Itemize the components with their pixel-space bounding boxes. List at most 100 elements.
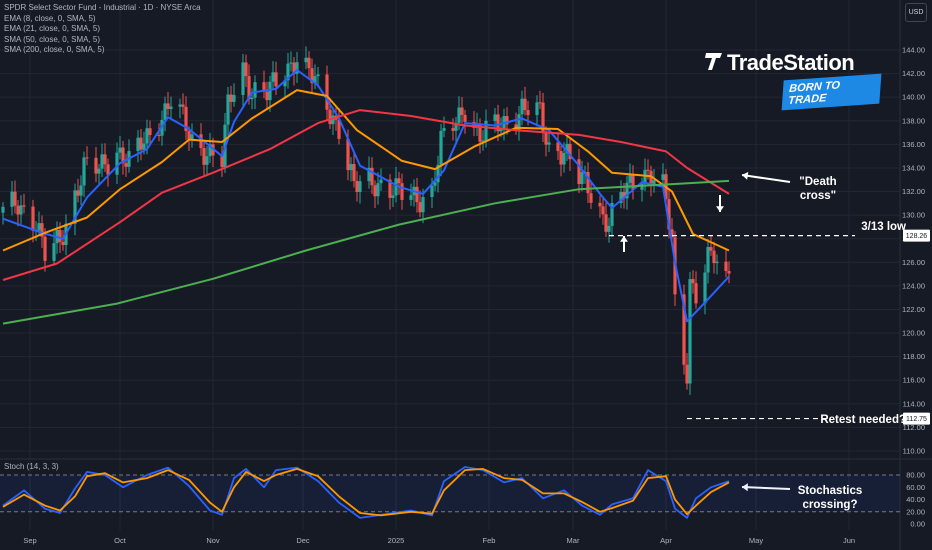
candle-body	[688, 279, 692, 384]
candle-body	[685, 364, 689, 384]
legend-ema8: EMA (8, close, 0, SMA, 5)	[4, 13, 96, 23]
y-tick-label: 140.00	[902, 93, 925, 102]
candle-body	[142, 143, 146, 150]
candle-body	[619, 192, 623, 203]
candle-body	[166, 103, 170, 110]
candle-body	[121, 147, 125, 164]
candle-body	[691, 279, 695, 284]
x-tick-label: Apr	[660, 536, 672, 545]
candle-body	[484, 120, 488, 141]
candle-body	[388, 179, 392, 198]
candle-body	[220, 155, 224, 167]
candle-body	[565, 143, 569, 154]
candle-body	[289, 62, 293, 64]
ma-line-sma-200	[2, 179, 730, 325]
candle-body	[76, 190, 80, 196]
candle-body	[544, 132, 548, 145]
candle-body	[709, 246, 713, 251]
candle-body	[556, 142, 560, 152]
candle-body	[106, 164, 110, 175]
candle-body	[244, 62, 248, 77]
candle-body	[706, 246, 710, 273]
candle-body	[460, 107, 464, 115]
candle-body	[307, 57, 311, 69]
candle-body	[118, 147, 122, 153]
candle-body	[97, 168, 101, 174]
candle-body	[310, 68, 314, 84]
candle-body	[652, 179, 656, 185]
candle-body	[622, 192, 626, 199]
candle-body	[472, 121, 476, 128]
candle-body	[604, 214, 608, 232]
candle-body	[1, 206, 5, 213]
candle-body	[94, 157, 98, 174]
price-tag	[903, 229, 930, 242]
candle-body	[478, 123, 482, 142]
candle-body	[241, 62, 245, 96]
candle-body	[184, 106, 188, 132]
candle-body	[607, 225, 611, 232]
legend-ema21: EMA (21, close, 0, SMA, 5)	[4, 24, 101, 33]
candle-body	[598, 202, 602, 207]
candle-body	[265, 91, 269, 101]
candle-body	[202, 148, 206, 165]
y-tick-label: 116.00	[903, 376, 925, 385]
candle-body	[451, 128, 455, 131]
candle-body	[418, 202, 422, 213]
candle-body	[541, 102, 545, 133]
y-tick-label: 136.00	[902, 140, 925, 149]
candle-body	[523, 98, 527, 111]
x-tick-label: Jun	[843, 536, 855, 545]
y-tick-label: 110.00	[903, 447, 925, 456]
currency-button[interactable]: USD	[905, 3, 927, 22]
candle-body	[454, 122, 458, 131]
candle-body	[667, 199, 671, 230]
candle-body	[124, 163, 128, 167]
y-tick-label: 132.00	[902, 187, 925, 196]
candle-body	[274, 72, 278, 87]
y-tick-label: 130.00	[902, 211, 925, 220]
candle-body	[727, 271, 731, 274]
candle-body	[181, 104, 185, 107]
candle-body	[139, 137, 143, 150]
candle-body	[442, 128, 446, 131]
candle-body	[394, 178, 398, 196]
candle-body	[421, 197, 425, 213]
candle-body	[349, 164, 353, 171]
candle-body	[232, 95, 236, 102]
stoch-tick-label: 80.00	[906, 471, 925, 480]
candle-body	[355, 181, 359, 192]
candle-body	[367, 167, 371, 182]
candle-body	[457, 107, 461, 123]
candle-body	[103, 154, 107, 165]
candle-body	[631, 175, 635, 190]
candle-body	[559, 151, 563, 165]
candle-body	[436, 164, 440, 183]
candle-body	[346, 138, 350, 171]
candle-body	[373, 185, 377, 197]
candle-body	[568, 143, 572, 160]
candle-body	[535, 102, 539, 116]
candle-body	[463, 114, 467, 122]
candle-body	[493, 114, 497, 121]
brand-name: TradeStation	[727, 50, 855, 75]
y-tick-label: 124.00	[902, 281, 925, 290]
candle-body	[313, 76, 317, 84]
price-tag	[903, 412, 930, 425]
candle-body	[208, 144, 212, 157]
candle-body	[190, 134, 194, 140]
candle-body	[295, 62, 299, 74]
candle-body	[250, 97, 254, 100]
candle-body	[526, 110, 530, 116]
candle-body	[415, 186, 419, 203]
candle-body	[337, 119, 341, 139]
death-cross-annotation: "Death cross"	[799, 176, 837, 202]
y-tick-label: 112.00	[903, 423, 925, 432]
price-tag-label: 128.26	[906, 233, 928, 240]
candle-body	[268, 81, 272, 101]
candle-body	[58, 229, 62, 242]
candle-body	[19, 205, 23, 215]
candle-body	[643, 169, 647, 184]
candle-body	[649, 170, 653, 185]
